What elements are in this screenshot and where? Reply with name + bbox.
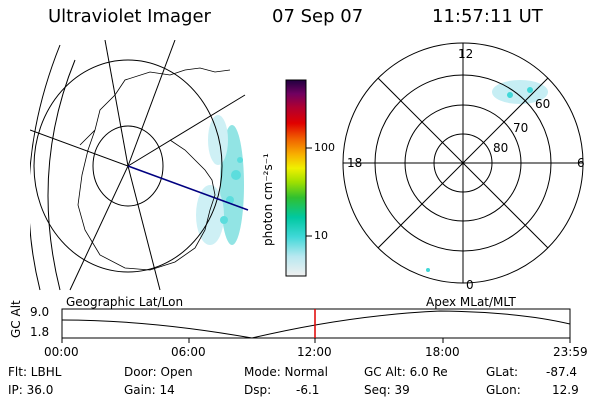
left-map-caption: Geographic Lat/Lon [66,295,184,309]
colorbar-tick-10: 10 [314,229,328,242]
door-info: Door: Open [124,365,193,379]
aurora-emission-right [426,80,548,272]
polar-plot [342,42,584,284]
glon-value: 12.9 [552,383,579,397]
lat-circle-middle [33,59,223,273]
instrument-title: Ultraviolet Imager [48,6,211,27]
ip-info: IP: 36.0 [8,383,54,397]
mlt-label-left: 18 [347,156,363,170]
altitude-plot [61,308,571,343]
mlat-label-60: 60 [535,97,551,111]
altitude-xtick-3: 18:00 [425,345,460,359]
mlt-label-right: 6 [577,156,585,170]
colorbar-unit-label: photon cm⁻²s⁻¹ [261,153,275,246]
altitude-ytick-top: 9.0 [30,305,50,319]
dsp-value: -6.1 [296,383,320,397]
mode-info: Mode: Normal [244,365,328,379]
colorbar-tick-100: 100 [314,141,335,154]
altitude-ytick-bottom: 1.8 [30,325,50,339]
lat-circle-inner [92,125,164,207]
mlt-label-bottom: 0 [466,278,474,292]
mlat-label-80: 80 [493,141,509,155]
altitude-xtick-1: 06:00 [171,345,206,359]
dsp-label: Dsp: [244,383,272,397]
mlat-label-70: 70 [513,121,529,135]
glat-value: -87.4 [546,365,578,379]
colorbar [285,79,312,277]
date-label: 07 Sep 07 [272,6,364,27]
seq-info: Seq: 39 [364,383,410,397]
coastline [77,67,231,271]
right-map-caption: Apex MLat/MLT [426,295,516,309]
glat-label: GLat: [486,365,519,379]
altitude-ylabel: GC Alt [9,300,23,338]
glon-label: GLon: [486,383,521,397]
gc-alt-info: GC Alt: 6.0 Re [364,365,448,379]
time-label: 11:57:11 UT [432,6,543,27]
altitude-xtick-4: 23:59 [553,345,588,359]
altitude-curve [61,310,571,339]
filter-info: Flt: LBHL [8,365,62,379]
aurora-emission-left [196,115,244,245]
geographic-map [30,40,249,291]
altitude-xtick-0: 00:00 [44,345,79,359]
gain-info: Gain: 14 [124,383,175,397]
altitude-xtick-2: 12:00 [297,345,332,359]
mlt-label-top: 12 [458,47,474,61]
